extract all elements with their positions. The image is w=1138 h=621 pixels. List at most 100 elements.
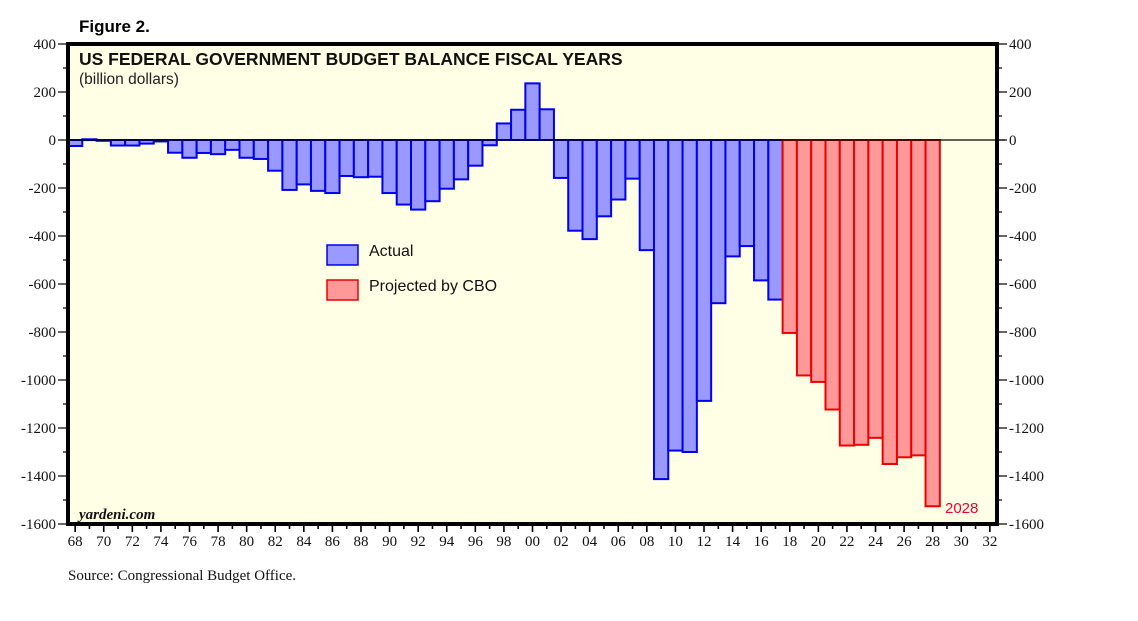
x-tick-label: 92 — [411, 534, 426, 550]
y-tick-label-right: -800 — [1009, 325, 1037, 341]
x-tick-label: 68 — [68, 534, 83, 550]
bar-actual-2000 — [524, 82, 541, 141]
plot-frame — [66, 42, 999, 526]
bar-actual-2003 — [567, 139, 584, 232]
x-tick-label: 06 — [611, 534, 627, 550]
x-tick-label: 88 — [353, 534, 368, 550]
x-tick-label: 30 — [954, 534, 969, 550]
bar-actual-1993 — [424, 139, 441, 203]
end-year-annotation: 2028 — [945, 500, 978, 517]
bar-projected-2026 — [895, 139, 913, 459]
x-tick-label: 08 — [639, 534, 654, 550]
x-tick-label: 00 — [525, 534, 540, 550]
bar-actual-1994 — [438, 139, 455, 190]
bar-projected-2025 — [881, 139, 898, 465]
chart-title: US FEDERAL GOVERNMENT BUDGET BALANCE FIS… — [79, 49, 623, 69]
y-tick-label-left: -1600 — [21, 517, 56, 533]
bar-actual-1992 — [410, 139, 427, 211]
chart-subtitle: (billion dollars) — [79, 71, 179, 88]
bar-projected-2028 — [924, 139, 941, 508]
bar-projected-2027 — [910, 139, 927, 457]
y-tick-label-left: -1200 — [21, 421, 56, 437]
x-tick-label: 74 — [153, 534, 169, 550]
y-tick-label-right: -400 — [1009, 229, 1037, 245]
legend-label-projected: Projected by CBO — [369, 278, 497, 295]
bar-actual-1977 — [195, 139, 212, 154]
bar-actual-2014 — [724, 139, 741, 258]
bar-actual-1968 — [67, 139, 84, 147]
y-tick-label-left: -1400 — [21, 469, 56, 485]
x-tick-label: 76 — [182, 534, 198, 550]
x-tick-label: 78 — [211, 534, 226, 550]
y-tick-label-right: 0 — [1009, 133, 1017, 149]
bar-projected-2024 — [867, 139, 884, 439]
legend: Actual Projected by CBO — [326, 243, 497, 301]
bar-actual-2002 — [552, 139, 570, 179]
x-axis: 68 70 72 74 76 78 80 82 84 86 88 90 92 94 96 98 00 02 04 06… — [68, 524, 997, 550]
y-tick-label-left: -600 — [29, 277, 57, 293]
bar-projected-2020 — [810, 139, 827, 383]
bar-actual-1987 — [338, 139, 355, 177]
x-tick-label: 20 — [811, 534, 826, 550]
x-tick-label: 94 — [439, 534, 455, 550]
y-tick-label-right: 400 — [1009, 37, 1032, 53]
bar-actual-1984 — [295, 139, 312, 186]
x-tick-label: 04 — [582, 534, 598, 550]
x-tick-label: 70 — [96, 534, 111, 550]
x-tick-label: 32 — [982, 534, 997, 550]
bar-actual-2017 — [767, 139, 784, 301]
bar-actual-2009 — [652, 139, 670, 481]
y-tick-label-right: -1400 — [1009, 469, 1044, 485]
bar-actual-1972 — [124, 139, 141, 147]
bar-actual-1998 — [495, 122, 513, 142]
bar-projected-2021 — [824, 139, 841, 411]
source-note: Source: Congressional Budget Office. — [68, 568, 296, 584]
x-tick-label: 24 — [868, 534, 884, 550]
y-tick-label-right: -600 — [1009, 277, 1037, 293]
x-tick-label: 86 — [325, 534, 341, 550]
y-tick-label-left: -200 — [29, 181, 57, 197]
bar-actual-2001 — [538, 108, 555, 141]
bar-projected-2018 — [781, 139, 798, 334]
x-tick-label: 72 — [125, 534, 140, 550]
bar-actual-2016 — [753, 139, 770, 282]
x-tick-label: 28 — [925, 534, 940, 550]
legend-label-actual: Actual — [369, 243, 413, 260]
bar-actual-1983 — [281, 139, 298, 191]
bar-actual-1981 — [252, 139, 270, 160]
bar-actual-2013 — [710, 139, 727, 305]
legend-swatch-projected — [326, 279, 359, 301]
y-axes: 400 400 200 200 0 0 -200 -200 -400 -400 -600 -600 -8… — [21, 37, 1044, 533]
bar-actual-2008 — [638, 139, 655, 252]
bar-actual-2011 — [681, 139, 698, 453]
bar-actual-1978 — [209, 139, 227, 156]
x-tick-label: 16 — [754, 534, 770, 550]
bar-actual-1980 — [238, 139, 255, 159]
bar-actual-2004 — [581, 139, 598, 241]
x-tick-label: 18 — [782, 534, 797, 550]
bar-actual-2015 — [738, 139, 756, 248]
bar-actual-1995 — [452, 139, 470, 181]
x-tick-label: 22 — [839, 534, 854, 550]
y-tick-label-right: 200 — [1009, 85, 1032, 101]
bar-actual-1971 — [109, 139, 127, 147]
x-tick-label: 02 — [554, 534, 569, 550]
bar-actual-1986 — [324, 139, 341, 195]
x-tick-label: 84 — [296, 534, 312, 550]
x-tick-label: 82 — [268, 534, 283, 550]
x-tick-label: 80 — [239, 534, 254, 550]
bar-actual-1997 — [481, 139, 498, 147]
bar-actual-2010 — [667, 139, 684, 452]
bar-actual-1991 — [395, 139, 413, 206]
bar-actual-2012 — [695, 139, 713, 402]
bar-projected-2022 — [838, 139, 856, 447]
y-tick-label-left: -400 — [29, 229, 57, 245]
bar-projected-2023 — [853, 139, 870, 446]
y-tick-label-left: 200 — [34, 85, 57, 101]
bar-actual-1990 — [381, 139, 398, 195]
y-tick-label-left: -800 — [29, 325, 57, 341]
bar-actual-1982 — [267, 139, 284, 172]
y-tick-label-right: -200 — [1009, 181, 1037, 197]
y-tick-label-right: -1200 — [1009, 421, 1044, 437]
